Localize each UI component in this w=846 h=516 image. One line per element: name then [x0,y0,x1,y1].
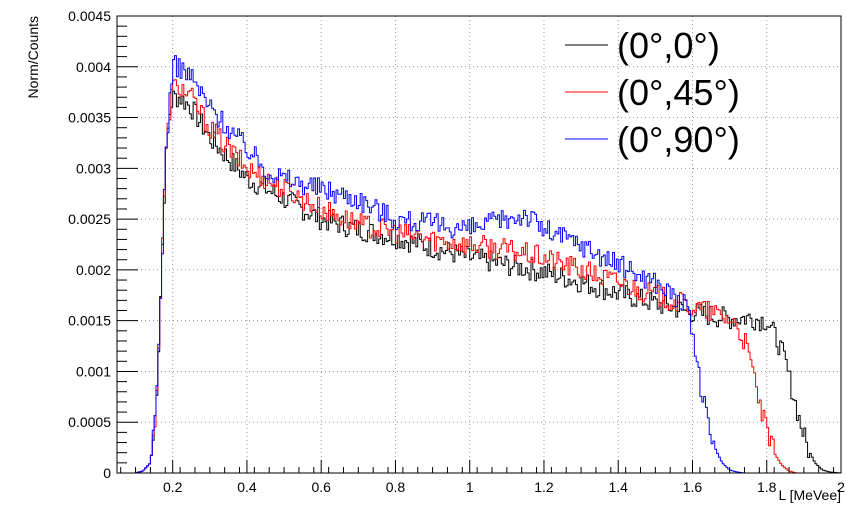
y-tick-label: 0.0005 [68,414,111,430]
y-tick-label: 0.0035 [68,110,111,126]
series-line-1 [117,79,841,474]
series-layer [117,55,841,474]
plot-frame [116,15,842,474]
y-axis-title: Norm/Counts [25,16,41,98]
legend-entry-1: (0°,45°) [617,72,740,113]
y-tick-label: 0 [103,465,111,481]
series-line-2 [117,55,841,474]
x-axis-title: L [MeVee] [778,487,841,503]
legend-entry-2: (0°,90°) [617,119,740,160]
series-line-0 [117,90,841,474]
y-tick-label: 0.004 [76,59,111,75]
tick-layer: 0.2 0.4 0.6 0.8 1 1.2 1.4 1.6 1.8 2 0 0.0005 0.001 0.… [68,8,845,495]
x-tick-label: 0.6 [311,479,331,495]
x-tick-label: 1.8 [757,479,777,495]
x-tick-label: 1.4 [608,479,628,495]
x-tick-label: 1.2 [534,479,554,495]
y-tick-label: 0.001 [76,363,111,379]
y-tick-label: 0.0025 [68,211,111,227]
x-tick-label: 1 [466,479,474,495]
legend: (0°,0°) (0°,45°) (0°,90°) [565,25,740,160]
y-tick-label: 0.0045 [68,8,111,24]
x-tick-label: 0.8 [386,479,406,495]
y-tick-label: 0.0015 [68,313,111,329]
x-tick-label: 2 [837,479,845,495]
y-tick-label: 0.002 [76,262,111,278]
x-tick-label: 1.6 [683,479,703,495]
y-tick-label: 0.003 [76,160,111,176]
x-tick-label: 0.2 [163,479,183,495]
legend-entry-0: (0°,0°) [617,25,720,66]
x-tick-label: 0.4 [237,479,257,495]
